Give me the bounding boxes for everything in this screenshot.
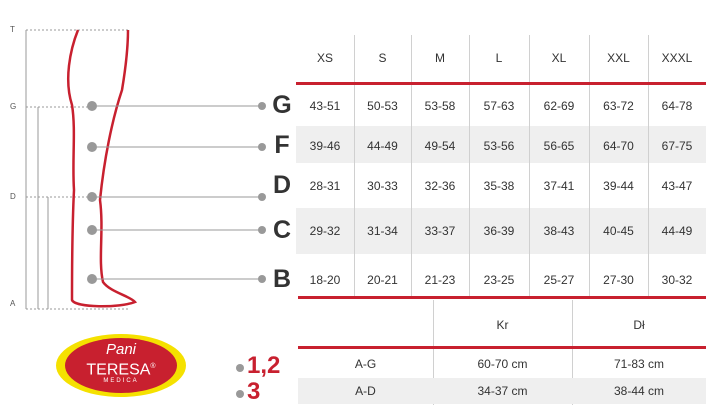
size-value: 50-53 <box>367 99 398 113</box>
measure-letter: F <box>274 131 290 159</box>
size-value: 53-58 <box>424 99 456 113</box>
col-divider <box>572 300 573 405</box>
length-value: 38-44 cm <box>613 384 665 398</box>
size-value: 40-45 <box>603 224 634 238</box>
size-value: 43-51 <box>309 99 341 113</box>
size-value: 21-23 <box>424 273 456 287</box>
marker-3: 3 <box>247 378 261 405</box>
size-value: 67-75 <box>661 139 693 153</box>
header-dl: Dł <box>633 318 645 332</box>
ruler-label-d: D <box>10 192 16 201</box>
size-value: 44-49 <box>367 139 398 153</box>
col-divider <box>433 300 434 405</box>
size-value: 56-65 <box>543 139 575 153</box>
length-row-label: A-D <box>355 384 376 398</box>
size-value: 43-47 <box>661 179 693 193</box>
bullet-icon <box>236 364 244 372</box>
length-row-label: A-G <box>354 357 377 371</box>
leg-diagram <box>25 29 266 310</box>
size-value: 36-39 <box>483 224 515 238</box>
size-value: 39-46 <box>309 139 341 153</box>
size-header: XS <box>316 51 333 65</box>
measure-letter: C <box>272 216 292 244</box>
size-header: L <box>495 51 503 65</box>
col-divider <box>354 35 355 297</box>
size-value: 25-27 <box>543 273 575 287</box>
size-value: 49-54 <box>424 139 456 153</box>
size-value: 33-37 <box>424 224 456 238</box>
size-value: 39-44 <box>603 179 634 193</box>
col-divider <box>589 35 590 297</box>
size-value: 57-63 <box>483 99 515 113</box>
logo: Pani TERESA® MEDICA <box>56 334 186 397</box>
ruler-label-g: G <box>10 102 17 111</box>
logo-text: Pani <box>105 341 137 358</box>
marker-1-2: 1,2 <box>247 352 281 379</box>
header-kr: Kr <box>496 318 509 332</box>
size-value: 44-49 <box>661 224 693 238</box>
size-header: XL <box>551 51 567 65</box>
size-value: 35-38 <box>483 179 515 193</box>
size-value: 28-31 <box>309 179 341 193</box>
ruler-label-t: T <box>10 25 15 34</box>
logo-text: MEDICA <box>103 378 139 385</box>
size-value: 30-32 <box>661 273 693 287</box>
size-value: 64-70 <box>603 139 634 153</box>
col-divider <box>529 35 530 297</box>
length-value: 60-70 cm <box>477 357 528 371</box>
size-header: M <box>435 51 445 65</box>
row-shade <box>296 126 706 163</box>
row-shade <box>296 208 706 254</box>
table-bottom-divider <box>298 296 706 299</box>
size-value: 37-41 <box>543 179 575 193</box>
size-value: 53-56 <box>483 139 515 153</box>
length-value: 34-37 cm <box>477 384 528 398</box>
bullet-icon <box>236 390 244 398</box>
logo-text: TERESA® <box>86 361 156 379</box>
length-value: 71-83 cm <box>613 357 665 371</box>
measure-letter: D <box>272 171 292 199</box>
size-header: XXL <box>607 51 630 65</box>
col-divider <box>469 35 470 297</box>
size-value: 38-43 <box>543 224 575 238</box>
size-value: 18-20 <box>309 273 341 287</box>
measure-letter: B <box>272 265 292 293</box>
length-header-divider <box>298 346 706 349</box>
size-value: 63-72 <box>603 99 634 113</box>
row-shade <box>298 378 706 404</box>
size-value: 29-32 <box>309 224 341 238</box>
size-value: 62-69 <box>543 99 575 113</box>
size-value: 32-36 <box>424 179 456 193</box>
header-divider <box>296 82 706 85</box>
col-divider <box>648 35 649 297</box>
size-value: 64-78 <box>661 99 693 113</box>
ruler-label-a: A <box>10 299 16 308</box>
size-value: 23-25 <box>483 273 515 287</box>
col-divider <box>411 35 412 297</box>
size-value: 31-34 <box>367 224 398 238</box>
size-value: 20-21 <box>367 273 398 287</box>
size-value: 30-33 <box>367 179 398 193</box>
size-header: S <box>378 51 387 65</box>
measure-letter: G <box>272 91 292 119</box>
size-value: 27-30 <box>603 273 634 287</box>
size-header: XXXL <box>661 51 693 65</box>
